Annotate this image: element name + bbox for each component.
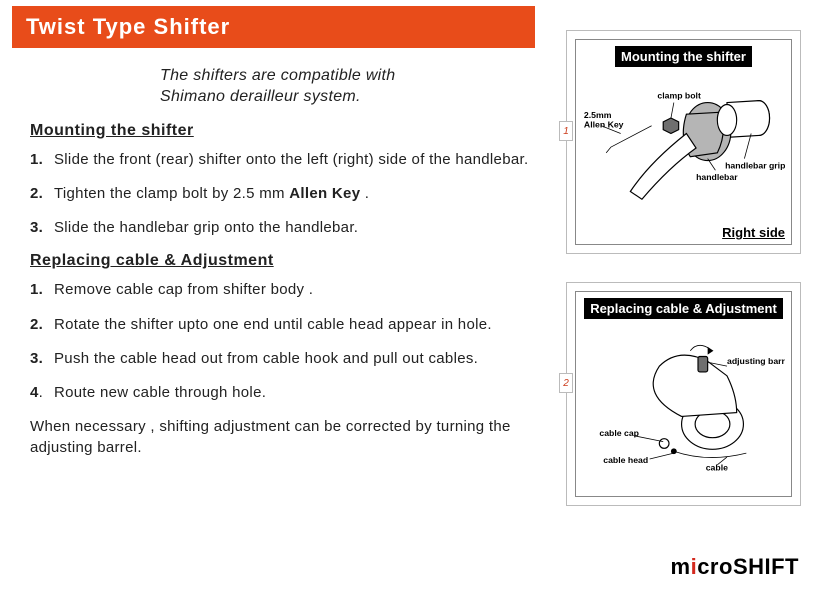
brand-logo: microSHIFT bbox=[671, 554, 800, 580]
step-item: 2. Rotate the shifter upto one end until… bbox=[30, 315, 530, 335]
step-number: 1. bbox=[30, 280, 48, 300]
diagram-caption: Right side bbox=[722, 225, 785, 240]
page-title: Twist Type Shifter bbox=[26, 14, 230, 39]
label-allen-2: Allen Key bbox=[584, 120, 624, 130]
label-cable: cable bbox=[706, 463, 728, 473]
mounting-diagram-svg: clamp bolt 2.5mm Allen Key handlebar gri… bbox=[582, 73, 785, 223]
logo-shift: SHIFT bbox=[733, 554, 799, 580]
adjustment-note: When necessary , shifting adjustment can… bbox=[30, 417, 530, 458]
step-text: Push the cable head out from cable hook … bbox=[54, 349, 478, 369]
step-item: 3. Push the cable head out from cable ho… bbox=[30, 349, 530, 369]
label-cable-head: cable head bbox=[603, 455, 648, 465]
step-text: Route new cable through hole. bbox=[54, 383, 266, 403]
step-item: 4. Route new cable through hole. bbox=[30, 383, 530, 403]
label-adjusting-barrel: adjusting barrel bbox=[727, 356, 785, 366]
diagram-title: Mounting the shifter bbox=[615, 46, 752, 67]
step-item: 1. Remove cable cap from shifter body . bbox=[30, 280, 530, 300]
diagram-replacing: 2 Replacing cable & Adjustment bbox=[566, 282, 801, 506]
step-item: 3. Slide the handlebar grip onto the han… bbox=[30, 218, 530, 238]
logo-cro: cro bbox=[697, 554, 733, 580]
step-text: Slide the handlebar grip onto the handle… bbox=[54, 218, 358, 238]
label-grip: handlebar grip bbox=[725, 160, 785, 170]
step-number: 4. bbox=[30, 383, 48, 403]
diagram-title: Replacing cable & Adjustment bbox=[584, 298, 783, 319]
section-heading-mounting: Mounting the shifter bbox=[30, 122, 530, 140]
step-number: 3. bbox=[30, 349, 48, 369]
step-text: Rotate the shifter upto one end until ca… bbox=[54, 315, 492, 335]
page-title-bar: Twist Type Shifter bbox=[12, 6, 535, 48]
mounting-steps: 1. Slide the front (rear) shifter onto t… bbox=[30, 150, 530, 239]
step-item: 1. Slide the front (rear) shifter onto t… bbox=[30, 150, 530, 170]
step-number: 1. bbox=[30, 150, 48, 170]
step-number: 2. bbox=[30, 184, 48, 204]
logo-i: i bbox=[691, 554, 698, 580]
step-text: Remove cable cap from shifter body . bbox=[54, 280, 313, 300]
diagram-inner: Replacing cable & Adjustment bbox=[575, 291, 792, 497]
label-handlebar: handlebar bbox=[696, 172, 738, 182]
diagram-mounting: 1 Mounting the shifter bbox=[566, 30, 801, 254]
label-cable-cap: cable cap bbox=[599, 428, 639, 438]
label-clamp-bolt: clamp bolt bbox=[657, 91, 701, 101]
step-text: Tighten the clamp bolt by 2.5 mm Allen K… bbox=[54, 184, 369, 204]
step-number: 2. bbox=[30, 315, 48, 335]
compatibility-note: The shifters are compatible with Shimano… bbox=[160, 66, 530, 108]
step-dot: . bbox=[39, 384, 43, 401]
step-item: 2. Tighten the clamp bolt by 2.5 mm Alle… bbox=[30, 184, 530, 204]
diagram-inner: Mounting the shifter bbox=[575, 39, 792, 245]
instructions-column: The shifters are compatible with Shimano… bbox=[30, 66, 530, 458]
step-text-a: Tighten the clamp bolt by 2.5 mm bbox=[54, 185, 289, 202]
step-number: 3. bbox=[30, 218, 48, 238]
diagram-tab-2: 2 bbox=[559, 373, 573, 393]
logo-m: m bbox=[671, 554, 691, 580]
compat-line-2: Shimano derailleur system. bbox=[160, 88, 361, 105]
replacing-steps: 1. Remove cable cap from shifter body . … bbox=[30, 280, 530, 403]
step-n: 4 bbox=[30, 384, 39, 401]
diagrams-column: 1 Mounting the shifter bbox=[566, 30, 801, 534]
label-allen-1: 2.5mm bbox=[584, 110, 612, 120]
diagram-tab-1: 1 bbox=[559, 121, 573, 141]
step-text: Slide the front (rear) shifter onto the … bbox=[54, 150, 528, 170]
replacing-diagram-svg: adjusting barrel cable cap cable head ca… bbox=[582, 325, 785, 475]
step-text-bold: Allen Key bbox=[289, 185, 360, 202]
compat-line-1: The shifters are compatible with bbox=[160, 67, 395, 84]
section-heading-replacing: Replacing cable & Adjustment bbox=[30, 252, 530, 270]
step-text-b: . bbox=[360, 185, 369, 202]
